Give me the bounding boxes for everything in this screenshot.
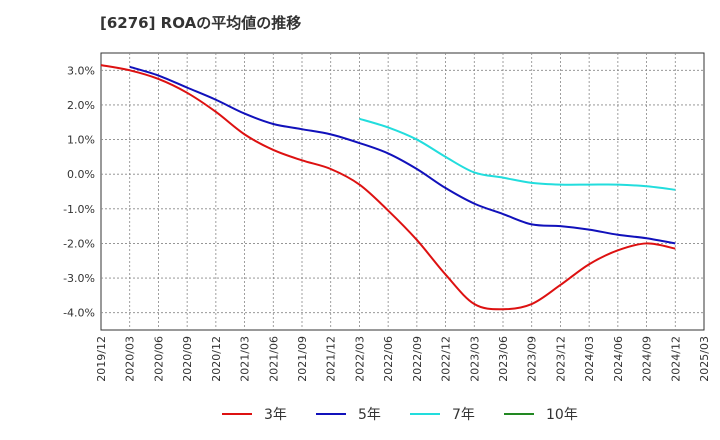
y-tick-label: 3.0% — [67, 64, 95, 77]
x-tick-label: 2020/09 — [181, 336, 194, 382]
x-tick-label: 2020/06 — [152, 336, 165, 382]
x-tick-label: 2021/12 — [325, 336, 338, 382]
x-tick-label: 2022/09 — [411, 336, 424, 382]
plot-area — [100, 52, 705, 331]
x-tick-label: 2025/03 — [698, 336, 711, 382]
x-tick-label: 2023/09 — [526, 336, 539, 382]
legend: 3年 5年 7年 10年 — [222, 407, 578, 423]
x-tick-label: 2024/09 — [641, 336, 654, 382]
x-tick-label: 2019/12 — [95, 336, 108, 382]
x-tick-label: 2022/06 — [382, 336, 395, 382]
series-line — [359, 117, 676, 191]
x-tick-label: 2020/12 — [210, 336, 223, 382]
series-lines — [100, 64, 676, 311]
grid-lines — [101, 53, 704, 330]
y-axis-ticks: 3.0% 2.0% 1.0% 0.0% -1.0% -2.0% -3.0% -4.0% — [63, 64, 95, 319]
x-tick-label: 2021/09 — [296, 336, 309, 382]
y-tick-label: -2.0% — [63, 237, 95, 250]
x-axis-ticks: 2019/12 2020/03 2020/06 2020/09 2020/12 2021/… — [95, 336, 711, 382]
x-tick-label: 2021/03 — [239, 336, 252, 382]
legend-label: 5年 — [358, 407, 381, 423]
chart-title: [6276] ROAの平均値の推移 — [100, 14, 302, 32]
x-tick-label: 2023/03 — [468, 336, 481, 382]
x-tick-label: 2023/06 — [497, 336, 510, 382]
y-tick-label: -3.0% — [63, 272, 95, 285]
x-tick-label: 2022/03 — [353, 336, 366, 382]
x-tick-label: 2023/12 — [554, 336, 567, 382]
x-tick-label: 2024/03 — [583, 336, 596, 382]
x-tick-label: 2024/12 — [669, 336, 682, 382]
y-tick-label: -1.0% — [63, 203, 95, 216]
legend-label: 7年 — [452, 407, 475, 423]
legend-label: 10年 — [546, 407, 578, 423]
y-tick-label: 2.0% — [67, 99, 95, 112]
y-tick-label: -4.0% — [63, 307, 95, 320]
x-tick-label: 2024/06 — [612, 336, 625, 382]
series-line — [129, 65, 676, 245]
series-line — [100, 64, 676, 311]
x-tick-label: 2020/03 — [124, 336, 137, 382]
x-tick-label: 2021/06 — [267, 336, 280, 382]
y-tick-label: 1.0% — [67, 134, 95, 147]
legend-label: 3年 — [264, 407, 287, 423]
x-tick-label: 2022/12 — [440, 336, 453, 382]
y-tick-label: 0.0% — [67, 168, 95, 181]
